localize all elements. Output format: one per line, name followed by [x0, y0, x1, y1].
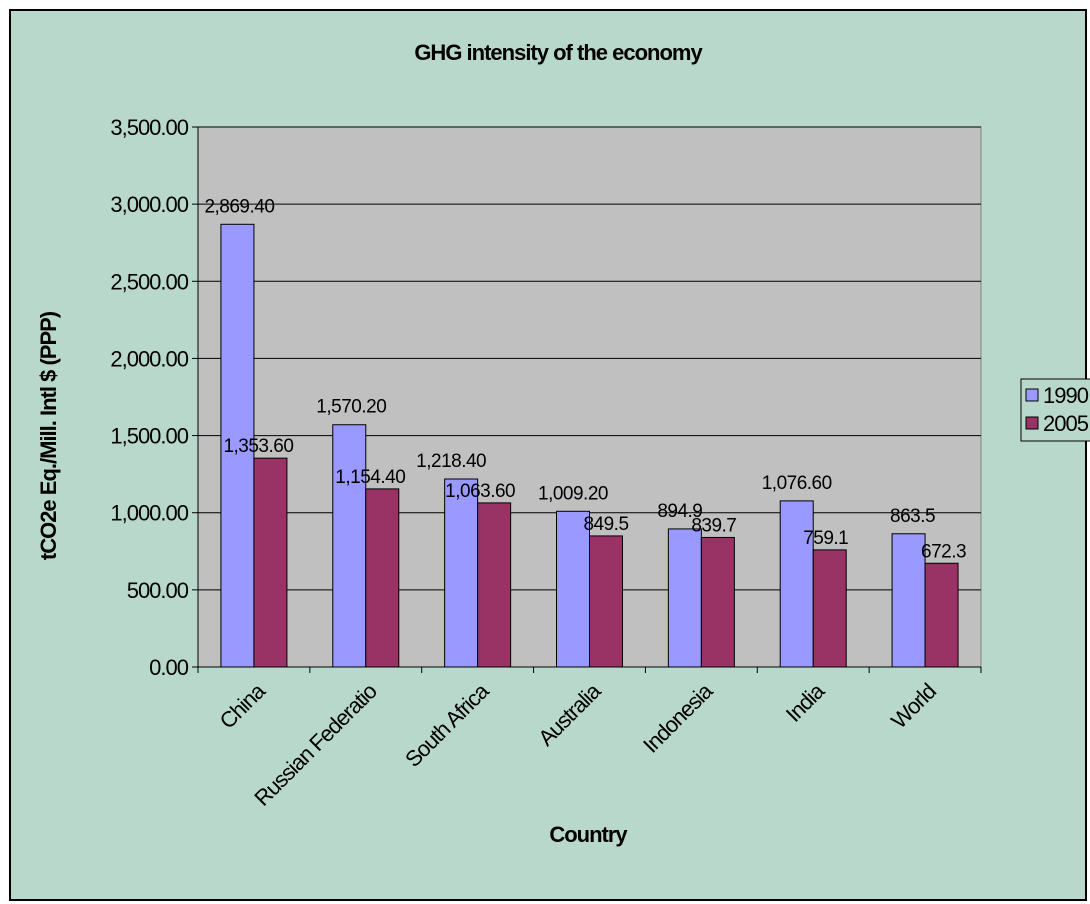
bar-1990-india — [779, 500, 814, 668]
y-tick-label: 3,500.00 — [110, 115, 188, 140]
y-tick-label: 3,000.00 — [110, 192, 188, 217]
bar-1990-china — [220, 223, 255, 668]
bar-2005-india — [812, 549, 847, 668]
data-label: 849.5 — [583, 514, 628, 535]
x-tick-label: Russian Federatio — [249, 678, 381, 810]
bar-2005-south-africa — [477, 502, 512, 668]
data-label: 1,076.60 — [762, 473, 832, 494]
bar-2005-world — [924, 562, 959, 668]
data-label: 1,154.40 — [335, 467, 405, 488]
legend-swatch-1990 — [1025, 388, 1039, 402]
data-label: 1,009.20 — [538, 483, 608, 504]
data-label: 1,353.60 — [223, 436, 293, 457]
x-tick-label: Australia — [533, 678, 606, 751]
x-tick-label: World — [886, 679, 940, 733]
x-tick-label: India — [781, 678, 830, 727]
legend-label-2005: 2005 — [1043, 411, 1089, 436]
bar-2005-australia — [589, 535, 623, 668]
data-label: 839.7 — [691, 515, 736, 536]
bar-2005-china — [253, 457, 288, 668]
plot-area: 0.00 500.00 1,000.00 1,500.00 2,000.00 2,500.… — [110, 115, 982, 811]
y-tick-label: 2,000.00 — [110, 346, 188, 371]
x-tick-label: China — [215, 678, 271, 734]
data-label: 1,218.40 — [416, 451, 486, 472]
y-tick-label: 1,000.00 — [110, 501, 188, 526]
bar-1990-indonesia — [667, 528, 702, 668]
data-label: 894.9 — [657, 501, 702, 522]
legend-swatch-2005 — [1025, 416, 1039, 430]
data-label: 2,869.40 — [204, 196, 274, 217]
data-label: 863.5 — [890, 506, 935, 527]
data-label: 759.1 — [803, 528, 848, 549]
chart-title: GHG intensity of the economy — [414, 40, 703, 65]
legend: 1990 2005 — [1020, 378, 1090, 442]
y-tick-label: 1,500.00 — [110, 424, 188, 449]
x-axis-title: Country — [549, 822, 628, 847]
x-tick-label: South Africa — [400, 678, 494, 772]
y-tick-label: 0.00 — [149, 655, 189, 680]
bar-2005-indonesia — [700, 536, 735, 668]
data-label: 1,570.20 — [316, 397, 386, 418]
bar-1990-russian-federation — [332, 424, 367, 668]
y-tick-label: 2,500.00 — [110, 269, 188, 294]
bar-2005-russian-federation — [365, 488, 400, 668]
x-tick-label: Indonesia — [638, 678, 718, 758]
legend-label-1990: 1990 — [1043, 383, 1089, 408]
data-label: 672.3 — [921, 541, 966, 562]
data-label: 1,063.60 — [445, 481, 515, 502]
bar-1990-south-africa — [444, 478, 479, 668]
bar-1990-australia — [556, 510, 590, 668]
y-tick-label: 500.00 — [127, 578, 189, 603]
y-axis-title: tCO2e Eq./Mill. Intl $ (PPP) — [36, 311, 61, 560]
